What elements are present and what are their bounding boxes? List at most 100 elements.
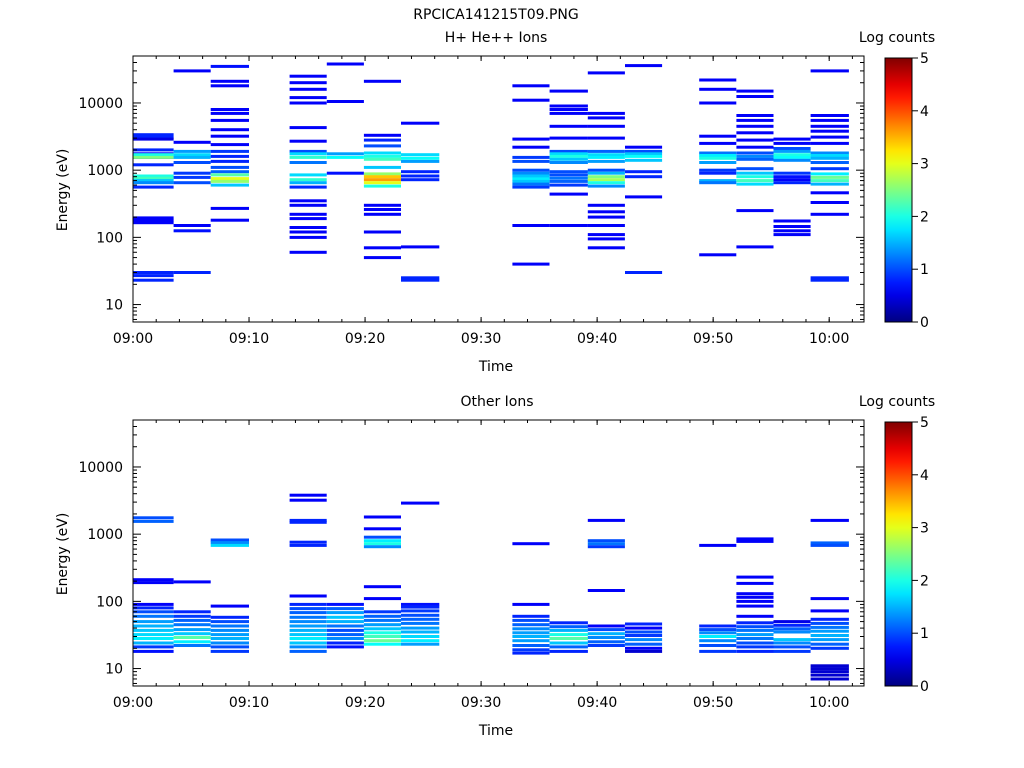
heatmap-cell xyxy=(736,89,774,93)
heatmap-cell xyxy=(289,155,327,159)
colorbar-tick-label: 5 xyxy=(920,415,929,431)
colorbar: 0 1 2 3 4 5 xyxy=(884,51,929,331)
heatmap-cell xyxy=(699,631,737,635)
plot-frame xyxy=(132,419,865,687)
heatmap-cell xyxy=(326,152,364,156)
heatmap-cell xyxy=(133,516,174,520)
heatmap-cell xyxy=(810,175,849,179)
heatmap-cell xyxy=(736,179,774,183)
heatmap-cell xyxy=(363,138,401,142)
heatmap-cell xyxy=(512,542,550,546)
heatmap-cell xyxy=(512,171,550,175)
heatmap-cell xyxy=(810,621,849,625)
heatmap-cell xyxy=(736,649,774,653)
heatmap-cell xyxy=(401,609,440,613)
heatmap-cell xyxy=(289,185,327,189)
heatmap-cell xyxy=(401,613,440,617)
heatmap-cell xyxy=(289,217,327,221)
heatmap-cell xyxy=(289,620,327,624)
heatmap-cell xyxy=(289,178,327,182)
heatmap-cell xyxy=(736,131,774,135)
heatmap-cell xyxy=(363,79,401,83)
heatmap-cell xyxy=(133,578,174,582)
heatmap-cell xyxy=(587,149,625,153)
heatmap-cell xyxy=(625,646,663,650)
heatmap-cell xyxy=(810,179,849,183)
heatmap-cell xyxy=(699,141,737,145)
x-axis-label: Time xyxy=(478,359,513,375)
heatmap-cell xyxy=(363,175,401,179)
heatmap-cell xyxy=(133,153,174,157)
heatmap-cell xyxy=(512,614,550,618)
heatmap-cell xyxy=(699,151,737,155)
heatmap-cell xyxy=(736,604,774,608)
heatmap-cell xyxy=(401,621,440,625)
heatmap-cell xyxy=(549,224,588,227)
heatmap-cell xyxy=(326,645,364,649)
heatmap-cell xyxy=(549,176,588,180)
heatmap-cell xyxy=(512,137,550,141)
heatmap-cell xyxy=(326,607,364,611)
heatmap-cell xyxy=(587,203,625,207)
heatmap-cell xyxy=(549,183,588,187)
heatmap-cell xyxy=(512,155,550,159)
heatmap-cell xyxy=(133,274,174,278)
heatmap-cell xyxy=(210,149,249,153)
heatmap-cell xyxy=(625,622,663,626)
heatmap-cell xyxy=(512,145,550,149)
heatmap-cell xyxy=(363,157,401,161)
heatmap-cell xyxy=(549,633,588,637)
heatmap-cell xyxy=(363,627,401,631)
figure-title: RPCICA141215T09.PNG xyxy=(413,7,578,23)
heatmap-cell xyxy=(810,156,849,160)
heatmap-cell xyxy=(587,159,625,163)
heatmap-cell xyxy=(326,611,364,615)
heatmap-cell xyxy=(173,140,211,144)
heatmap-cell xyxy=(133,519,174,523)
heatmap-cell xyxy=(363,618,401,622)
heatmap-cell xyxy=(587,632,625,636)
heatmap-cell xyxy=(773,229,811,233)
heatmap-cell xyxy=(289,649,327,653)
heatmap-cell xyxy=(736,581,774,585)
heatmap-cell xyxy=(587,233,625,237)
heatmap-cell xyxy=(210,641,249,645)
heatmap-cell xyxy=(810,172,849,176)
heatmap-cell xyxy=(210,165,249,169)
heatmap-cell xyxy=(173,628,211,632)
heatmap-cell xyxy=(512,623,550,627)
heatmap-cell xyxy=(699,649,737,653)
heatmap-cell xyxy=(289,101,327,105)
panel-title: H+ He++ Ions xyxy=(445,30,548,46)
heatmap-cell xyxy=(289,602,327,606)
heatmap-cell xyxy=(173,171,211,175)
x-tick-label: 10:00 xyxy=(809,695,849,711)
heatmap-cell xyxy=(401,178,440,182)
heatmap-cell xyxy=(363,133,401,137)
x-tick-label: 09:10 xyxy=(229,331,269,347)
heatmap-cell xyxy=(133,163,174,167)
heatmap-cell xyxy=(810,201,849,204)
heatmap-cell xyxy=(289,96,327,100)
heatmap-cell xyxy=(401,626,440,630)
heatmap-cell xyxy=(625,626,663,630)
heatmap-cell xyxy=(587,545,625,549)
heatmap-cell xyxy=(699,101,737,105)
heatmap-cell xyxy=(549,149,588,153)
heatmap-cell xyxy=(549,157,588,161)
heatmap-cell xyxy=(289,628,327,632)
heatmap-cell xyxy=(326,100,364,103)
heatmap-cell xyxy=(549,621,588,625)
heatmap-cell xyxy=(133,271,174,274)
y-axis-ticks: 10 100 1000 10000 xyxy=(78,55,864,320)
heatmap-cell xyxy=(133,137,174,141)
heatmap-cell xyxy=(289,126,327,130)
heatmap-cell xyxy=(173,640,211,644)
heatmap-cell xyxy=(773,645,811,649)
heatmap-cell xyxy=(289,637,327,640)
heatmap-cell xyxy=(736,621,774,625)
heatmap-cell xyxy=(173,153,211,157)
heatmap-cell xyxy=(699,78,737,82)
heatmap-cell xyxy=(363,545,401,549)
heatmap-cell xyxy=(133,614,174,618)
